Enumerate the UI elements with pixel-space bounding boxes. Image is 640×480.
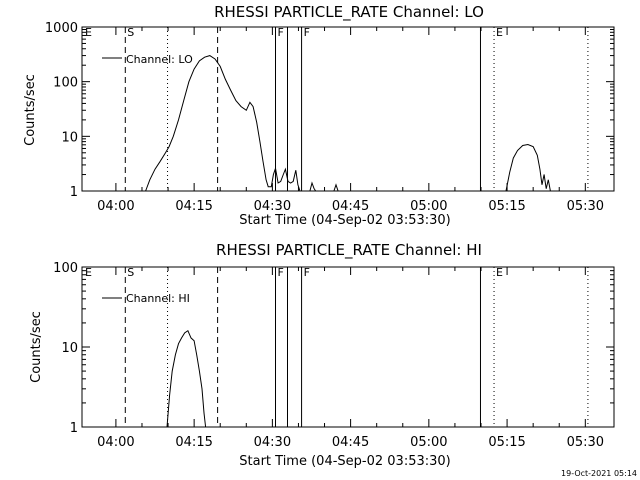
panel-lo-axes-box (81, 26, 615, 192)
panel-lo-xtick-label-4: 05:00 (410, 199, 447, 214)
panel-hi-ytick-label-1: 10 (61, 341, 78, 356)
panel-hi-marker-label-8: E (496, 266, 503, 279)
panel-hi-legend-label: Channel: HI (126, 292, 190, 305)
panel-lo-ytick-label-3: 1000 (45, 21, 78, 36)
timestamp: 19-Oct-2021 05:14 (561, 469, 637, 478)
panel-hi-xtick-label-5: 05:15 (488, 435, 525, 450)
panel-hi-xlabel: Start Time (04-Sep-02 03:53:30) (239, 454, 450, 469)
panel-hi-marker-label-0: E (85, 266, 92, 279)
panel-lo-xtick-label-0: 04:00 (97, 199, 134, 214)
panel-lo-marker-label-8: E (496, 26, 503, 39)
panel-lo-xtick-label-5: 05:15 (488, 199, 525, 214)
panel-hi-plot: E S F F E 1 10 100 04:00 04:15 04:30 04:45 05:00 05:1… (53, 261, 615, 450)
panel-lo: RHESSI PARTICLE_RATE Channel: LO Counts/… (23, 3, 484, 228)
panel-hi-marker-label-6: F (304, 266, 310, 279)
panel-hi-xtick-label-3: 04:45 (332, 435, 369, 450)
panel-lo-xlabel: Start Time (04-Sep-02 03:53:30) (239, 213, 450, 228)
panel-hi-xtick-label-0: 04:00 (97, 435, 134, 450)
panel-lo-xtick-label-3: 04:45 (332, 199, 369, 214)
panel-hi-xtick-label-6: 05:30 (567, 435, 604, 450)
panel-lo-series-line-0-3 (505, 143, 551, 192)
panel-hi-xtick-label-2: 04:30 (254, 435, 291, 450)
panel-lo-series-line-0-1 (309, 181, 317, 192)
panel-lo-title: RHESSI PARTICLE_RATE Channel: LO (214, 3, 484, 22)
panel-hi: RHESSI PARTICLE_RATE Channel: HI Counts/… (29, 241, 482, 469)
panel-hi-marker-label-1: S (127, 266, 134, 279)
panel-lo-ytick-label-0: 1 (70, 185, 78, 200)
panel-hi-ylabel: Counts/sec (29, 311, 44, 383)
panel-lo-xtick-label-1: 04:15 (175, 199, 212, 214)
panel-hi-xtick-label-4: 05:00 (410, 435, 447, 450)
panel-hi-title: RHESSI PARTICLE_RATE Channel: HI (216, 241, 482, 260)
panel-lo-marker-label-0: E (85, 26, 92, 39)
panel-hi-ytick-label-0: 1 (70, 421, 78, 436)
panel-lo-series-line-0-2 (333, 183, 339, 192)
panel-hi-series-line-0-0 (166, 329, 207, 428)
panel-lo-series-line-0-0 (145, 55, 301, 192)
panel-lo-xtick-label-2: 04:30 (254, 199, 291, 214)
panel-hi-xtick-label-1: 04:15 (175, 435, 212, 450)
panel-lo-marker-label-4: F (278, 26, 284, 39)
panel-lo-ytick-label-2: 100 (53, 76, 78, 91)
panel-hi-marker-label-4: F (278, 266, 284, 279)
panel-lo-xtick-label-6: 05:30 (567, 199, 604, 214)
panel-lo-ytick-label-1: 10 (61, 130, 78, 145)
panel-lo-marker-label-1: S (127, 26, 134, 39)
panel-lo-marker-label-6: F (304, 26, 310, 39)
panel-lo-ylabel: Counts/sec (23, 74, 38, 146)
panel-hi-ytick-label-2: 100 (53, 261, 78, 276)
panel-lo-legend-label: Channel: LO (126, 53, 193, 66)
panel-lo-plot: E S F F E 1 10 100 1000 04:00 04:15 04:30 04:45 05:00… (45, 21, 615, 214)
